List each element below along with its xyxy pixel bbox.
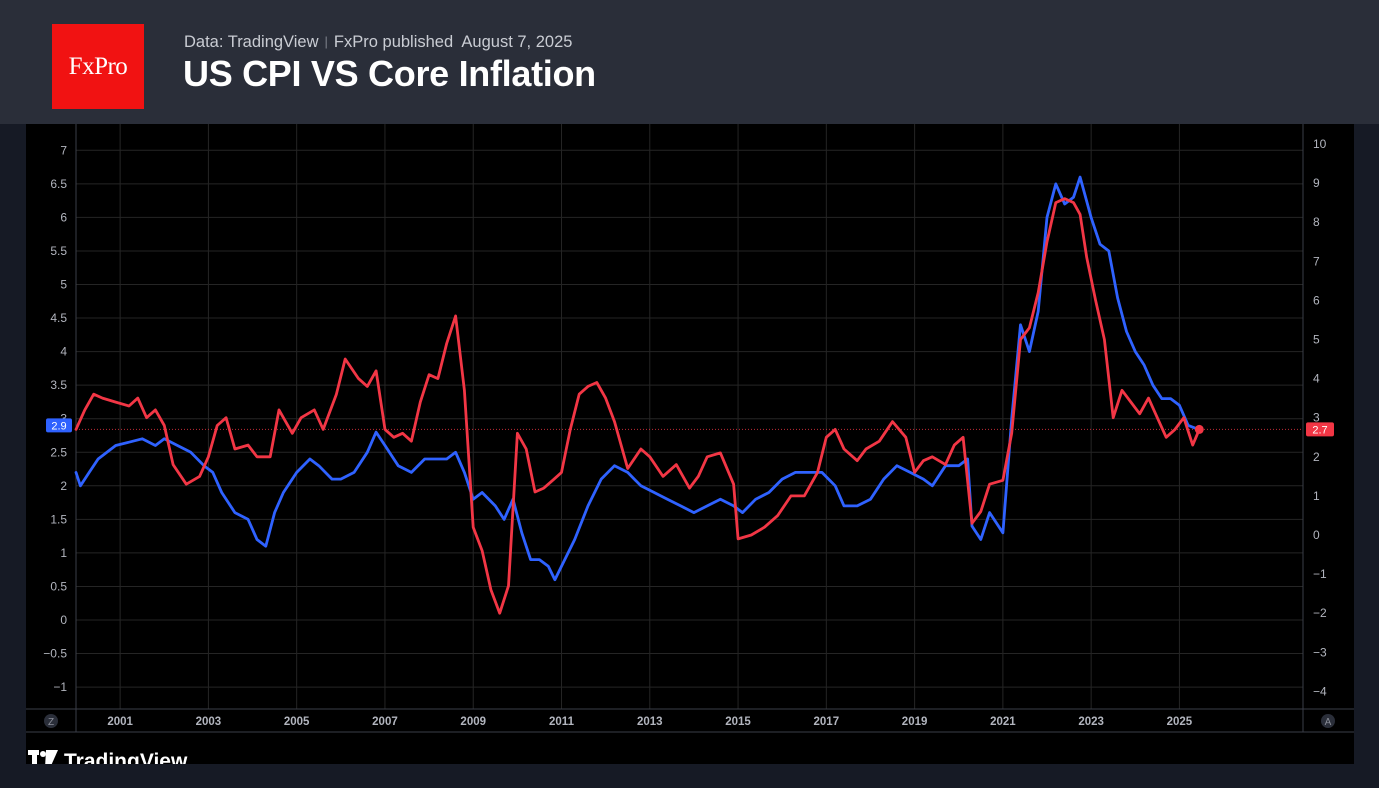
cpi-last-point: [1194, 424, 1204, 434]
core-last-value-badge: [46, 418, 72, 433]
right-axis-tick-label: 9: [1313, 176, 1320, 190]
x-axis-tick-label: 2009: [460, 716, 486, 728]
chart-svg[interactable]: −1 −0.5 0 0.5 1 1.5 2 2.5 3 3.5 4 4.5 5 5.5 6 6.5 7 −4 −3 −…: [26, 124, 1354, 764]
left-axis-tick-label: 1: [60, 546, 67, 560]
cpi-line: [74, 197, 1201, 615]
right-axis-tick-label: 10: [1313, 137, 1327, 151]
left-axis-tick-label: 6: [60, 210, 67, 224]
left-axis-tick-label: 2.5: [50, 445, 67, 459]
x-axis-tick-label: 2013: [637, 716, 663, 728]
right-axis-tick-label: 2: [1313, 450, 1320, 464]
x-axis-tick-label: 2005: [284, 716, 310, 728]
left-axis-button-label: Z: [48, 717, 54, 728]
left-axis-tick-label: 5.5: [50, 244, 67, 258]
right-axis-tick-label: 0: [1313, 528, 1320, 542]
x-axis-tick-label: 2017: [814, 716, 840, 728]
x-axis-tick-label: 2021: [990, 716, 1016, 728]
left-axis-tick-label: −0.5: [43, 647, 67, 661]
x-axis-tick-label: 2019: [902, 716, 928, 728]
right-axis-tick-label: 1: [1313, 489, 1320, 503]
right-axis-tick-label: −3: [1313, 645, 1327, 659]
publish-date: August 7, 2025: [461, 33, 573, 51]
fxpro-logo[interactable]: FxPro: [52, 24, 144, 109]
x-axis-tick-label: 2015: [725, 716, 751, 728]
x-axis-tick-label: 2001: [107, 716, 133, 728]
chart-panel[interactable]: −1 −0.5 0 0.5 1 1.5 2 2.5 3 3.5 4 4.5 5 5.5 6 6.5 7 −4 −3 −…: [26, 124, 1354, 764]
left-axis-tick-label: 0: [60, 613, 67, 627]
right-axis-button-label: A: [1325, 717, 1332, 728]
cpi-last-value-label: 2.7: [1312, 424, 1327, 436]
header: FxPro Data: TradingView | FxPro published …: [0, 0, 1379, 124]
left-axis-tick-label: 4: [60, 345, 67, 359]
left-axis-tick-label: 0.5: [50, 579, 67, 593]
left-axis-tick-label: 6.5: [50, 177, 67, 191]
left-axis-tick-label: 3.5: [50, 378, 67, 392]
right-axis-tick-label: 5: [1313, 333, 1320, 347]
chart-title: US CPI VS Core Inflation: [183, 53, 596, 94]
right-axis-tick-label: −2: [1313, 606, 1327, 620]
x-axis-tick-label: 2003: [196, 716, 222, 728]
tradingview-logo-icon: [28, 750, 58, 764]
tradingview-wordmark: TradingView: [64, 750, 188, 764]
left-axis-tick-label: 1.5: [50, 512, 67, 526]
x-axis-tick-label: 2023: [1078, 716, 1104, 728]
left-axis-tick-label: 7: [60, 143, 67, 157]
chart-meta: Data: TradingView | FxPro published August…: [184, 33, 572, 52]
right-axis-tick-label: 6: [1313, 293, 1320, 307]
left-axis-tick-label: 4.5: [50, 311, 67, 325]
x-axis-tick-label: 2025: [1167, 716, 1193, 728]
left-axis-tick-label: −1: [53, 680, 67, 694]
publisher: FxPro published: [333, 33, 454, 51]
right-axis-tick-label: −1: [1313, 567, 1327, 581]
cpi-last-value-badge: [1306, 422, 1334, 437]
right-axis-button: [1321, 714, 1335, 728]
chart-background: [26, 124, 1354, 764]
x-axis-tick-label: 2007: [372, 716, 398, 728]
right-axis-tick-label: 4: [1313, 372, 1320, 386]
left-axis-tick-label: 2: [60, 479, 67, 493]
right-axis-tick-label: 7: [1313, 254, 1320, 268]
left-axis-button: [44, 714, 58, 728]
right-axis-tick-label: 3: [1313, 411, 1320, 425]
tradingview-brand: TradingView: [26, 746, 266, 764]
core-last-value-label: 2.9: [51, 420, 66, 432]
x-axis-tick-label: 2011: [549, 716, 575, 728]
left-axis-tick-label: 5: [60, 278, 67, 292]
right-axis-tick-label: −4: [1313, 684, 1327, 698]
right-axis-tick-label: 8: [1313, 215, 1320, 229]
data-source: Data: TradingView: [184, 33, 319, 51]
separator: |: [324, 34, 328, 49]
